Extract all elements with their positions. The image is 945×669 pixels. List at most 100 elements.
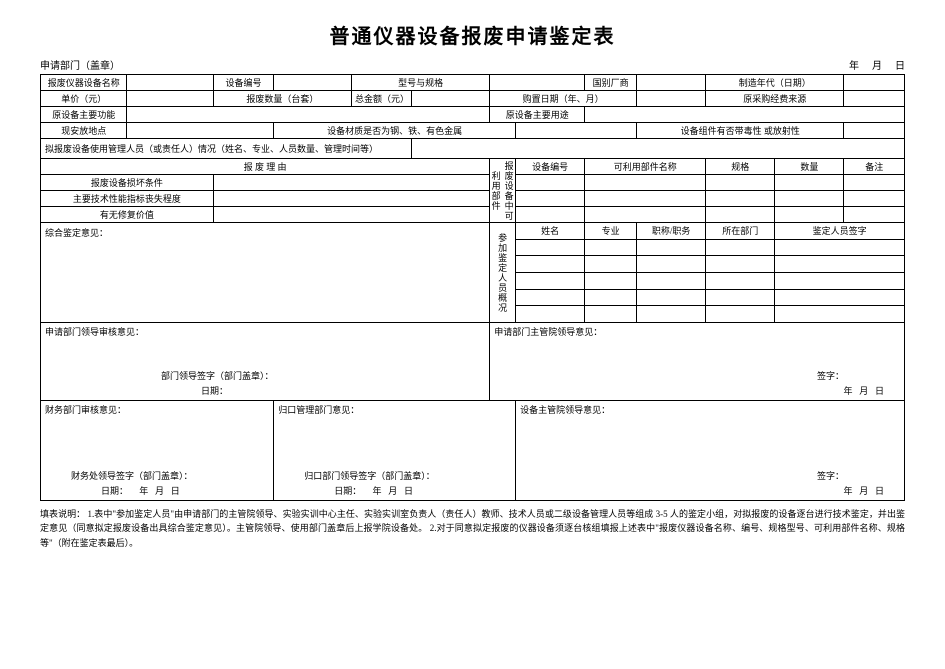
ap2c3 <box>637 256 706 273</box>
b2c2-m: 月 <box>388 486 397 496</box>
appraisal-opinion: 综合鉴定意见： <box>41 223 490 323</box>
r2c1: 单价（元） <box>41 91 127 107</box>
p-r3c3 <box>706 207 775 223</box>
r4c1: 现安放地点 <box>41 123 127 139</box>
reason-r1v <box>213 175 489 191</box>
parts-h4: 数量 <box>775 159 844 175</box>
ap3c5 <box>775 272 905 289</box>
r3v2 <box>585 107 905 123</box>
b1r-y: 年 <box>843 386 852 396</box>
r1v4 <box>637 75 706 91</box>
r2v5 <box>844 91 905 107</box>
year-label: 年 <box>849 57 859 72</box>
p-r2c3 <box>706 191 775 207</box>
ap4c1 <box>516 289 585 306</box>
ap3c2 <box>585 272 637 289</box>
b2c1-datelabel: 日期： <box>101 486 128 496</box>
reason-r3v <box>213 207 489 223</box>
b2c1-m: 月 <box>155 486 164 496</box>
parts-h5: 备注 <box>844 159 905 175</box>
b1-right-sig: 签字： <box>817 369 844 382</box>
b1r-d: 日 <box>875 386 884 396</box>
ap-h4: 所在部门 <box>706 223 775 240</box>
r2c2: 报废数量（台套） <box>213 91 351 107</box>
b2c1-d: 日 <box>171 486 180 496</box>
dept-stamp-label: 申请部门（盖章） <box>40 57 120 72</box>
b2c3-title: 设备主管院领导意见： <box>520 403 610 416</box>
ap3c3 <box>637 272 706 289</box>
b2c2-d: 日 <box>404 486 413 496</box>
notes-label: 填表说明： <box>40 509 85 519</box>
sig-block-2-c1: 财务部门审核意见： 财务处领导签字（部门盖章）： 日期： 年 月 日 <box>41 401 274 501</box>
ap5c1 <box>516 306 585 323</box>
p-r2c5 <box>844 191 905 207</box>
p-r1c5 <box>844 175 905 191</box>
b2c1-y: 年 <box>139 486 148 496</box>
parts-h1: 设备编号 <box>516 159 585 175</box>
r1c5: 制造年代（日期） <box>706 75 844 91</box>
r1c3: 型号与规格 <box>352 75 490 91</box>
ap1c1 <box>516 239 585 256</box>
ap1c5 <box>775 239 905 256</box>
r2v1 <box>127 91 213 107</box>
ap2c2 <box>585 256 637 273</box>
b2c3-sig: 签字： <box>817 469 844 482</box>
ap-h1: 姓名 <box>516 223 585 240</box>
ap4c3 <box>637 289 706 306</box>
r4v2 <box>516 123 637 139</box>
ap4c4 <box>706 289 775 306</box>
ap3c4 <box>706 272 775 289</box>
r4v3 <box>844 123 905 139</box>
ap2c1 <box>516 256 585 273</box>
p-r3c5 <box>844 207 905 223</box>
b1-left-title: 申请部门领导审核意见： <box>45 325 144 338</box>
r1c2: 设备编号 <box>213 75 273 91</box>
b2c3-y: 年 <box>843 486 852 496</box>
r4v1 <box>127 123 274 139</box>
header-row: 申请部门（盖章） 年 月 日 <box>40 57 905 72</box>
reason-header: 报 废 理 由 <box>41 159 490 175</box>
parts-h3: 规格 <box>706 159 775 175</box>
reason-r1: 报废设备损坏条件 <box>41 175 214 191</box>
ap1c4 <box>706 239 775 256</box>
p-r2c2 <box>585 191 706 207</box>
ap-h3: 职称/职务 <box>637 223 706 240</box>
b2c1-sig: 财务处领导签字（部门盖章）： <box>71 469 193 482</box>
r2v4 <box>637 91 706 107</box>
ap3c1 <box>516 272 585 289</box>
parts-h2: 可利用部件名称 <box>585 159 706 175</box>
p-r3c1 <box>516 207 585 223</box>
p-r2c1 <box>516 191 585 207</box>
parts-side-label: 报废设备中可利用部件 <box>490 159 516 223</box>
r1v5 <box>844 75 905 91</box>
ap-h2: 专业 <box>585 223 637 240</box>
ap2c4 <box>706 256 775 273</box>
r1v3 <box>490 75 585 91</box>
b2c2-datelabel: 日期： <box>334 486 361 496</box>
reason-r2: 主要技术性能指标丧失程度 <box>41 191 214 207</box>
sig-block-2-c2: 归口管理部门意见： 归口部门领导签字（部门盖章）： 日期： 年 月 日 <box>274 401 516 501</box>
p-r3c4 <box>775 207 844 223</box>
r5-value <box>412 139 905 159</box>
r4c2: 设备材质是否为钢、铁、有色金属 <box>274 123 516 139</box>
r3c2: 原设备主要用途 <box>490 107 585 123</box>
notes: 填表说明： 1.表中"参加鉴定人员"由申请部门的主管院领导、实验实训中心主任、实… <box>40 507 905 550</box>
b2c1-title: 财务部门审核意见： <box>45 403 126 416</box>
reason-r3: 有无修复价值 <box>41 207 214 223</box>
day-label: 日 <box>895 57 905 72</box>
p-r1c4 <box>775 175 844 191</box>
b2c2-title: 归口管理部门意见： <box>278 403 359 416</box>
notes-text: 1.表中"参加鉴定人员"由申请部门的主管院领导、实验实训中心主任、实验实训室负责… <box>40 509 905 548</box>
p-r1c3 <box>706 175 775 191</box>
r3v1 <box>127 107 490 123</box>
sig-block-1-right: 申请部门主管院领导意见： 签字： 年 月 日 <box>490 323 905 401</box>
r1c4: 国别厂商 <box>585 75 637 91</box>
ap5c5 <box>775 306 905 323</box>
p-r2c4 <box>775 191 844 207</box>
r1c1: 报废仪器设备名称 <box>41 75 127 91</box>
r1v2 <box>274 75 352 91</box>
r2v3 <box>412 91 490 107</box>
main-form-table: 报废仪器设备名称 设备编号 型号与规格 国别厂商 制造年代（日期） 单价（元） … <box>40 74 905 501</box>
b1-right-title: 申请部门主管院领导意见： <box>494 325 602 338</box>
p-r1c2 <box>585 175 706 191</box>
